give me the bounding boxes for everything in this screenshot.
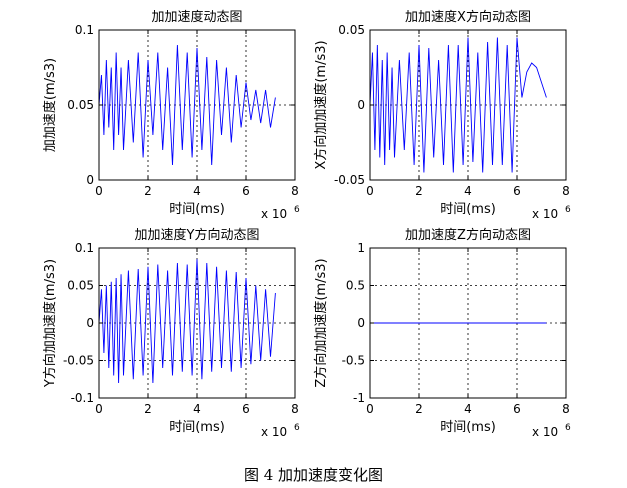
chart-title: 加加速度X方向动态图	[405, 9, 531, 25]
x-tick-label: 0	[366, 402, 374, 416]
y-tick-label: 0.05	[67, 98, 94, 112]
y-tick-label: 0.1	[75, 241, 94, 255]
y-tick-label: 0.05	[67, 279, 94, 293]
y-tick-label: -0.5	[342, 354, 365, 368]
y-tick-label: -0.05	[63, 354, 94, 368]
x-tick-label: 8	[291, 184, 299, 198]
y-axis-label: Y方向加加速度(m/s3)	[42, 259, 58, 388]
chart-title: 加加速度Y方向动态图	[135, 227, 260, 243]
y-tick-label: 0	[357, 316, 365, 330]
y-tick-label: 0	[86, 173, 94, 187]
y-tick-label: 0	[86, 316, 94, 330]
x-tick-label: 2	[144, 184, 152, 198]
y-tick-label: -1	[353, 391, 365, 405]
x-tick-label: 4	[193, 402, 201, 416]
x-tick-label: 0	[95, 184, 103, 198]
x-multiplier-exponent: 6	[565, 423, 571, 433]
series-line	[98, 44, 276, 166]
x-tick-label: 8	[562, 402, 570, 416]
series-line	[98, 259, 276, 384]
x-multiplier-exponent: 6	[565, 205, 571, 215]
series-line	[369, 37, 547, 173]
y-tick-label: 0.5	[346, 279, 365, 293]
y-axis-label: X方向加加速度(m/s3)	[313, 40, 329, 169]
x-multiplier-exponent: 6	[294, 423, 300, 433]
x-axis-label: 时间(ms)	[440, 420, 496, 435]
x-tick-label: 6	[513, 184, 521, 198]
x-tick-label: 6	[513, 402, 521, 416]
x-tick-label: 0	[366, 184, 374, 198]
x-axis-label: 时间(ms)	[169, 420, 225, 435]
x-tick-label: 6	[242, 184, 250, 198]
y-tick-label: -0.05	[334, 173, 365, 187]
y-axis-label: Z方向加加速度(m/s3)	[313, 258, 329, 387]
x-multiplier: x 10	[261, 425, 287, 439]
x-multiplier-exponent: 6	[294, 205, 300, 215]
y-tick-label: -0.1	[71, 391, 94, 405]
x-multiplier: x 10	[261, 207, 287, 221]
y-tick-label: 0.05	[338, 23, 365, 37]
x-tick-label: 4	[193, 184, 201, 198]
x-multiplier: x 10	[532, 207, 558, 221]
x-tick-label: 6	[242, 402, 250, 416]
figure-caption: 图 4 加加速度变化图	[243, 466, 384, 484]
x-tick-label: 8	[291, 402, 299, 416]
chart-title: 加加速度动态图	[151, 9, 242, 25]
x-tick-label: 2	[415, 184, 423, 198]
x-tick-label: 4	[464, 184, 472, 198]
y-axis-label: 加加速度(m/s3)	[42, 58, 58, 152]
y-tick-label: 0	[357, 98, 365, 112]
y-tick-label: 0.1	[75, 23, 94, 37]
x-tick-label: 2	[415, 402, 423, 416]
x-tick-label: 8	[562, 184, 570, 198]
x-tick-label: 0	[95, 402, 103, 416]
x-multiplier: x 10	[532, 425, 558, 439]
x-axis-label: 时间(ms)	[440, 202, 496, 217]
x-axis-label: 时间(ms)	[169, 202, 225, 217]
chart-title: 加加速度Z方向动态图	[405, 227, 531, 243]
x-tick-label: 4	[464, 402, 472, 416]
x-tick-label: 2	[144, 402, 152, 416]
y-tick-label: 1	[357, 241, 365, 255]
